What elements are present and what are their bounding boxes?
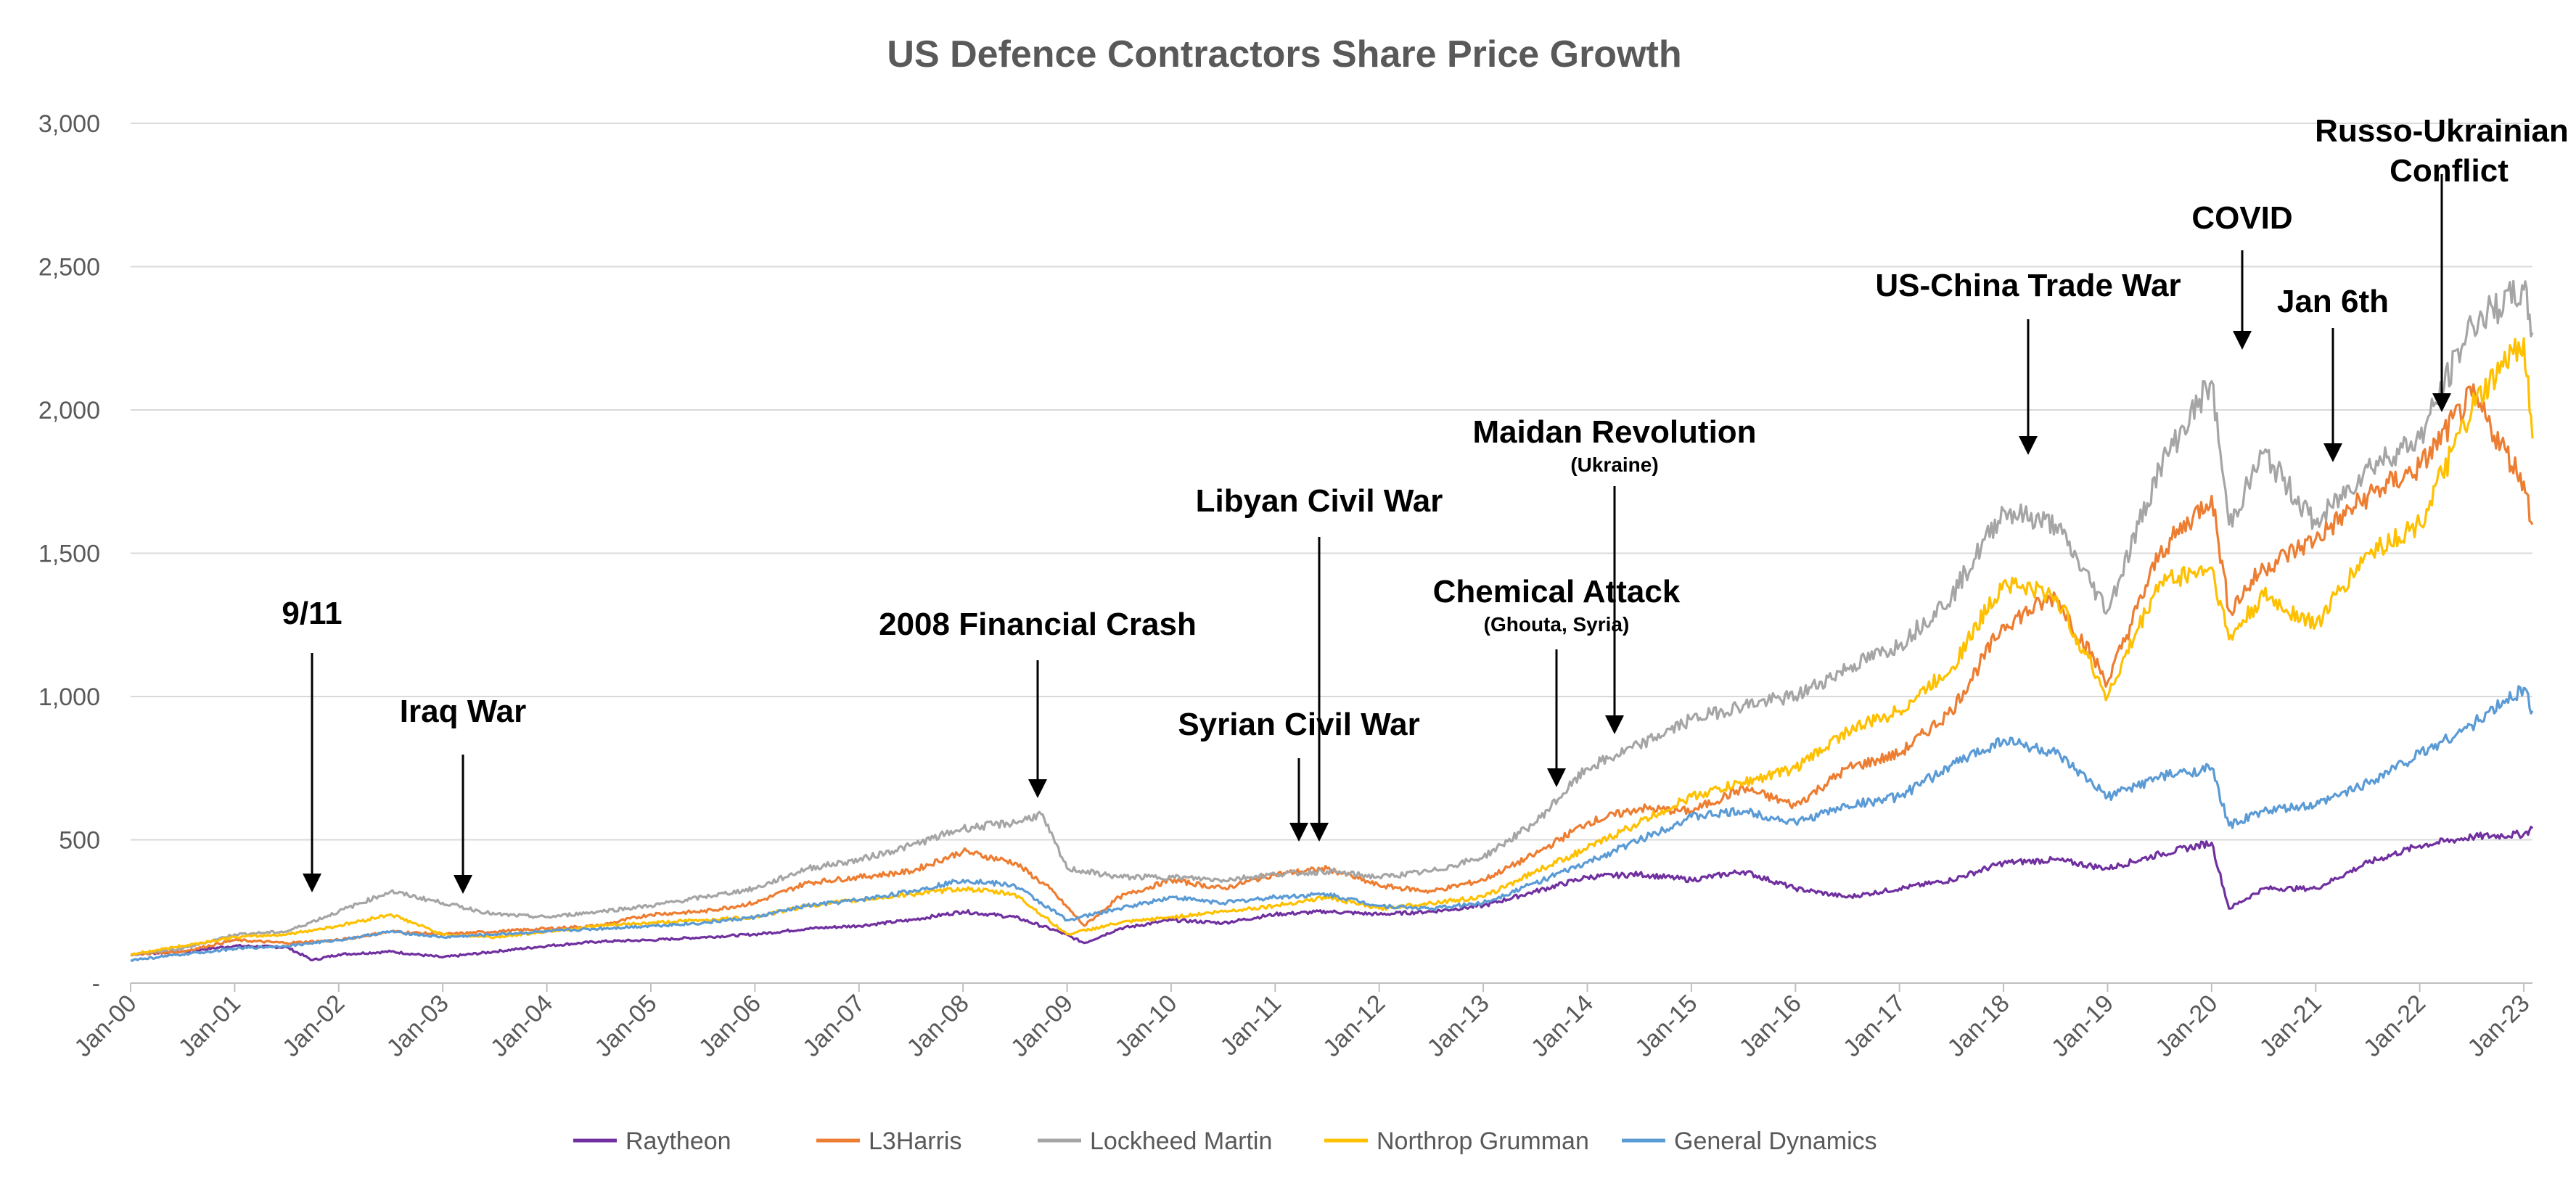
legend-item-general-dynamics[interactable]: General Dynamics [1622, 1127, 1877, 1155]
annotation: Syrian Civil War [1178, 707, 1420, 842]
legend-item-raytheon[interactable]: Raytheon [573, 1127, 731, 1155]
annotation-label: 2008 Financial Crash [879, 607, 1197, 642]
y-tick-label: 2,000 [38, 397, 100, 424]
legend-item-l3harris[interactable]: L3Harris [816, 1127, 961, 1155]
y-tick-label: 2,500 [38, 254, 100, 282]
legend-label: Lockheed Martin [1090, 1127, 1272, 1155]
annotation-label: Libyan Civil War [1196, 483, 1443, 519]
annotation: 9/11 [282, 596, 342, 892]
annotation-arrow-head [2323, 443, 2342, 462]
annotation: COVID [2191, 200, 2293, 350]
annotation-arrow-head [454, 875, 472, 894]
annotation: Maidan Revolution (Ukraine) [1472, 414, 1757, 734]
annotation-sublabel: (Ukraine) [1570, 453, 1658, 476]
annotation-arrow-head [303, 874, 321, 892]
series-lines [130, 279, 2534, 962]
annotation-label: US-China Trade War [1875, 268, 2181, 303]
annotation: Jan 6th [2277, 284, 2389, 462]
annotation: 2008 Financial Crash [879, 607, 1197, 798]
annotation-label: Chemical Attack [1433, 574, 1681, 609]
annotation-arrow-head [2019, 436, 2038, 455]
legend[interactable]: Raytheon L3Harris Lockheed Martin Northrop … [573, 1127, 1877, 1155]
annotation-label: Iraq War [400, 694, 526, 729]
legend-item-northrop-grumman[interactable]: Northrop Grumman [1324, 1127, 1589, 1155]
annotation-label: Syrian Civil War [1178, 707, 1419, 742]
annotation: Iraq War [400, 694, 526, 894]
annotation-arrow-head [2233, 331, 2252, 350]
annotation-arrow-head [2432, 393, 2451, 412]
annotation-arrow-head [1605, 715, 1624, 734]
legend-label: Northrop Grumman [1377, 1127, 1589, 1155]
annotation: Russo-Ukrainian Conflict [2315, 113, 2569, 412]
annotation-label: Maidan Revolution [1472, 414, 1756, 450]
annotation-label: Jan 6th [2277, 284, 2389, 319]
legend-label: General Dynamics [1674, 1127, 1877, 1155]
gridlines [131, 123, 2532, 984]
annotation-label: Russo-Ukrainian [2315, 113, 2569, 149]
y-tick-label: - [92, 970, 100, 998]
y-tick-label: 3,000 [38, 110, 100, 138]
annotation-arrow-head [1310, 823, 1329, 842]
annotation-arrow-head [1547, 768, 1566, 787]
annotation-arrow-head [1028, 779, 1047, 798]
annotation-label: COVID [2191, 200, 2292, 236]
y-tick-label: 500 [59, 827, 100, 855]
annotation: US-China Trade War [1875, 268, 2181, 455]
series-line-raytheon [130, 826, 2534, 961]
legend-label: Raytheon [625, 1127, 731, 1155]
series-line-lockheed-martin [130, 279, 2534, 957]
annotation-sublabel: Conflict [2390, 153, 2509, 189]
y-tick-label: 1,500 [38, 541, 100, 568]
y-tick-label: 1,000 [38, 683, 100, 711]
annotation-label: 9/11 [282, 596, 342, 631]
annotation: Libyan Civil War [1196, 483, 1443, 842]
event-annotations: 9/11 Iraq War 2008 Financial Crash Libyan C… [282, 113, 2569, 894]
legend-label: L3Harris [869, 1127, 961, 1155]
y-axis-tick-labels: - 500 1,000 1,500 2,000 2,500 3,000 [38, 110, 100, 998]
series-line-general-dynamics [130, 685, 2534, 962]
annotation: Chemical Attack (Ghouta, Syria) [1433, 574, 1681, 787]
legend-item-lockheed-martin[interactable]: Lockheed Martin [1038, 1127, 1272, 1155]
chart-title: US Defence Contractors Share Price Growt… [887, 33, 1681, 75]
annotation-sublabel: (Ghouta, Syria) [1484, 613, 1630, 636]
annotation-arrow-head [1289, 823, 1308, 842]
series-line-l3harris [130, 383, 2534, 957]
